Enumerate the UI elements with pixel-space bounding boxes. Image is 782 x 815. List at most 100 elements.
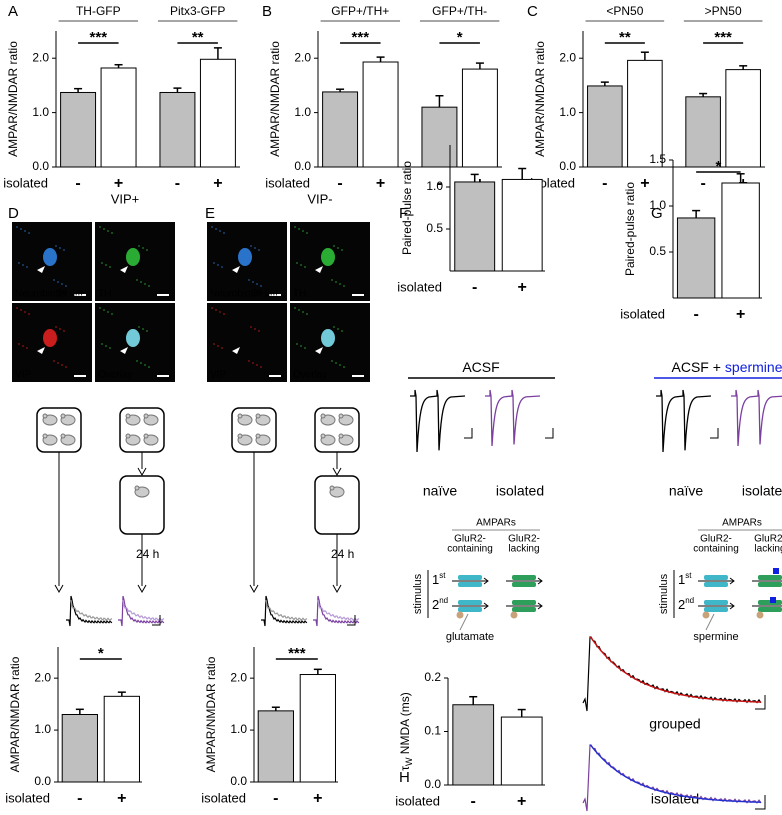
speckle — [256, 364, 258, 366]
cage — [119, 475, 165, 535]
speckle — [28, 313, 30, 315]
bar — [60, 91, 97, 168]
group-label: TH-GFP — [76, 4, 121, 18]
row-label: isolated — [620, 306, 665, 321]
receptor — [758, 582, 782, 587]
receptor — [704, 575, 728, 580]
speckle — [296, 343, 298, 345]
category-label: + — [736, 306, 745, 323]
scale-bar — [152, 615, 161, 626]
trace-label: isolated — [496, 483, 544, 499]
speckle — [138, 326, 140, 328]
speckle — [300, 345, 302, 347]
cell — [321, 248, 335, 266]
speckle — [20, 228, 22, 230]
y-tick-label: 0.5 — [426, 221, 443, 235]
bar — [322, 91, 359, 168]
bar — [500, 716, 543, 786]
speckle — [221, 266, 223, 268]
y-axis-label: AMPAR/NMDAR ratio — [6, 41, 20, 157]
speckle — [53, 279, 55, 281]
category-label: - — [437, 175, 442, 192]
group-label: >PN50 — [705, 4, 742, 18]
group-label: <PN50 — [606, 4, 643, 18]
speckle — [109, 266, 111, 268]
y-tick-label: 2.0 — [230, 670, 247, 684]
ligand-pointer — [705, 613, 715, 631]
speckle — [331, 360, 333, 362]
speckle — [337, 328, 339, 330]
category-label: - — [700, 175, 705, 192]
bar — [685, 96, 721, 168]
panel-letter: E — [205, 205, 215, 222]
receptor-type: GluR2- — [754, 534, 782, 545]
speckle — [343, 366, 345, 368]
receptor — [758, 607, 782, 612]
trace-label: naïve — [669, 483, 703, 499]
trace — [122, 599, 165, 622]
schematic-header: AMPARs — [476, 518, 516, 529]
speckle — [55, 326, 57, 328]
speckle — [339, 283, 341, 285]
category-label: - — [77, 790, 82, 807]
receptor — [512, 575, 536, 580]
row-label: isolated — [201, 790, 246, 805]
mouse-ear — [143, 433, 149, 439]
channel-label: TH — [293, 289, 306, 300]
bar — [452, 704, 495, 786]
receptor — [758, 575, 782, 580]
bar — [199, 58, 236, 168]
mouse-ear — [125, 413, 131, 419]
stimulus-row: 1st — [678, 571, 692, 587]
category-label: + — [517, 793, 526, 810]
y-axis-label: Paired-pulse ratio — [400, 161, 414, 255]
bar — [454, 181, 496, 272]
stimulus-row: 1st — [432, 571, 446, 587]
cell — [321, 329, 335, 347]
bar — [362, 61, 399, 168]
speckle — [16, 307, 18, 309]
speckle — [250, 245, 252, 247]
y-tick-label: 1.0 — [426, 179, 443, 193]
speckle — [335, 281, 337, 283]
condition-label: ACSF — [462, 359, 499, 375]
speckle — [99, 226, 101, 228]
speckle — [252, 281, 254, 283]
speckle — [63, 330, 65, 332]
panel-letter: A — [8, 3, 18, 20]
y-tick-label: 1.0 — [294, 105, 311, 119]
schematic-header: AMPARs — [722, 518, 762, 529]
speckle — [53, 360, 55, 362]
receptor-type: lacking — [508, 544, 539, 555]
channel-label: Overlay — [293, 370, 327, 381]
panel-letter: C — [527, 3, 538, 20]
speckle — [221, 347, 223, 349]
bar — [676, 217, 716, 299]
channel-label: Overlay — [98, 370, 132, 381]
trace — [410, 389, 466, 453]
receptor-type: containing — [693, 544, 739, 555]
speckle — [99, 307, 101, 309]
category-label: - — [472, 279, 477, 296]
ligand-label: glutamate — [446, 631, 494, 643]
trace — [313, 595, 360, 627]
group-label: GFP+/TH- — [432, 4, 487, 18]
micrograph — [207, 303, 287, 382]
speckle — [136, 360, 138, 362]
speckle — [146, 330, 148, 332]
flow-arrow — [452, 602, 489, 610]
speckle — [302, 230, 304, 232]
receptor-type: GluR2- — [508, 534, 540, 545]
bar — [103, 695, 140, 783]
y-tick-label: 2.0 — [559, 50, 576, 64]
speckle — [55, 245, 57, 247]
interval-label: 24 h — [331, 547, 354, 561]
mouse-ear — [60, 433, 66, 439]
trace — [317, 599, 360, 622]
significance: *** — [90, 29, 108, 46]
receptor — [512, 582, 536, 587]
category-label: - — [337, 175, 342, 192]
mouse-ear — [143, 413, 149, 419]
interval-label: 24 h — [136, 547, 159, 561]
receptor — [704, 582, 728, 587]
